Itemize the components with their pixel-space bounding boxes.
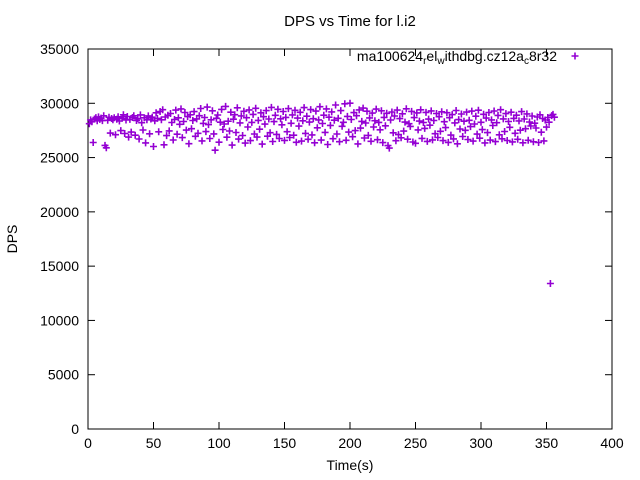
x-tick-label: 400 bbox=[600, 435, 624, 451]
y-tick-label: 0 bbox=[71, 421, 79, 437]
legend-series-label: ma100624relwithdbg.cz12ac8r32 bbox=[357, 48, 557, 67]
x-tick-label: 300 bbox=[469, 435, 493, 451]
x-tick-label: 250 bbox=[404, 435, 428, 451]
y-tick-label: 35000 bbox=[40, 41, 79, 57]
x-axis-ticks: 0 50 100 150 200 250 300 350 400 bbox=[84, 49, 624, 451]
x-tick-label: 150 bbox=[273, 435, 297, 451]
legend-plus-marker-icon bbox=[571, 52, 579, 60]
y-tick-label: 15000 bbox=[40, 258, 79, 274]
x-tick-label: 350 bbox=[535, 435, 559, 451]
legend: ma100624relwithdbg.cz12ac8r32 bbox=[357, 48, 579, 67]
y-axis-ticks: 0 5000 10000 15000 20000 25000 30000 35000 bbox=[40, 41, 612, 437]
y-tick-label: 30000 bbox=[40, 95, 79, 111]
y-tick-label: 5000 bbox=[48, 367, 79, 383]
x-tick-label: 0 bbox=[84, 435, 92, 451]
data-point-markers bbox=[85, 99, 558, 287]
y-tick-label: 10000 bbox=[40, 312, 79, 328]
scatter-points bbox=[85, 99, 558, 287]
y-tick-label: 20000 bbox=[40, 204, 79, 220]
x-tick-label: 200 bbox=[338, 435, 362, 451]
x-axis-label: Time(s) bbox=[327, 457, 374, 473]
y-tick-label: 25000 bbox=[40, 150, 79, 166]
x-tick-label: 100 bbox=[207, 435, 231, 451]
y-axis-label: DPS bbox=[4, 225, 20, 254]
chart-title: DPS vs Time for l.i2 bbox=[284, 13, 416, 30]
x-tick-label: 50 bbox=[146, 435, 162, 451]
